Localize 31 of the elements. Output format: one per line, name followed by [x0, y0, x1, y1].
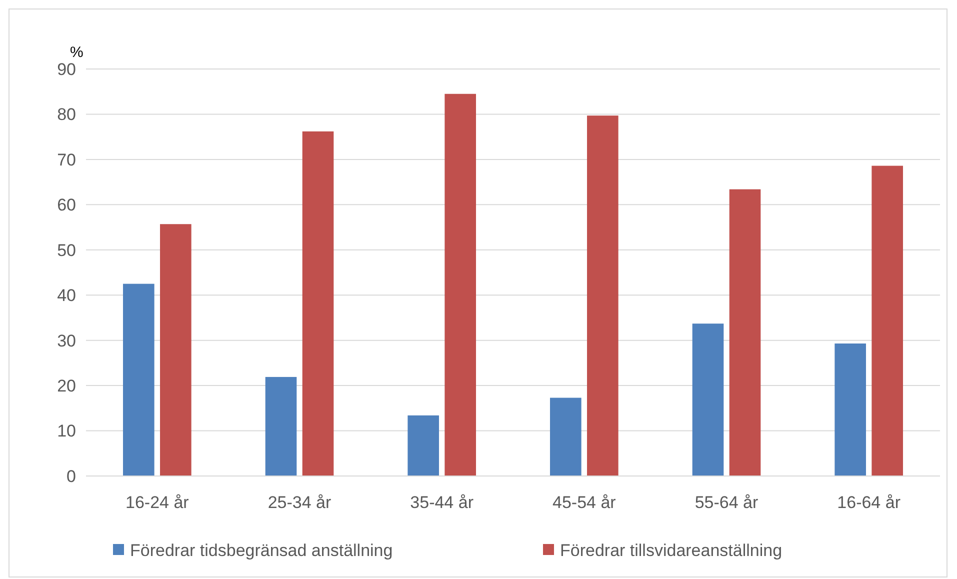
- x-tick-label: 45-54 år: [552, 493, 616, 512]
- y-tick-label: 70: [57, 150, 76, 170]
- bar: [834, 344, 866, 476]
- bar: [872, 166, 903, 476]
- y-tick-label: 20: [57, 376, 76, 396]
- bar: [408, 415, 439, 476]
- x-tick-label: 16-24 år: [126, 493, 190, 512]
- y-tick-label: 60: [57, 196, 76, 215]
- bar: [265, 376, 297, 476]
- x-tick-label: 55-64 år: [694, 493, 758, 512]
- bar: [444, 94, 476, 476]
- bar: [302, 131, 334, 476]
- y-tick-label: 80: [57, 105, 76, 124]
- y-tick-label: 50: [57, 240, 76, 260]
- y-tick-label: 0: [66, 466, 76, 486]
- legend-label: Föredrar tillsvidareanställning: [560, 540, 782, 560]
- bar: [729, 189, 761, 476]
- bar: [123, 284, 154, 476]
- y-axis-title: %: [70, 44, 84, 61]
- bar: [587, 116, 618, 476]
- y-tick-label: 30: [57, 331, 76, 350]
- bar: [550, 398, 582, 476]
- y-tick-label: 90: [57, 60, 76, 79]
- y-tick-label: 40: [57, 286, 76, 306]
- y-tick-label: 10: [57, 422, 76, 441]
- x-tick-label: 25-34 år: [268, 493, 332, 512]
- x-tick-label: 35-44 år: [410, 493, 474, 512]
- bar: [692, 324, 724, 476]
- legend-label: Föredrar tidsbegränsad anställning: [130, 540, 393, 560]
- x-tick-label: 16-64 år: [837, 493, 901, 512]
- bar: [160, 224, 192, 476]
